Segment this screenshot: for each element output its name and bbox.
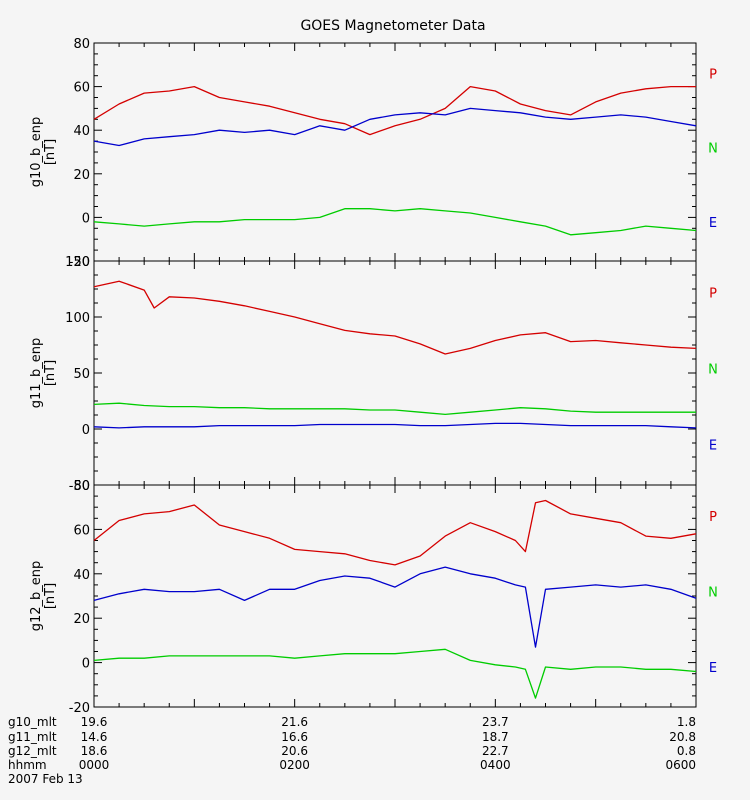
- series-line-n: [93, 648, 697, 699]
- y-tick-label: 0: [82, 423, 90, 438]
- panel-2: -50 0 50 100 150 g11_b_enp [nT] P N E: [29, 255, 718, 494]
- legend-entry-e: E: [709, 439, 717, 454]
- time-row-value: 0200: [279, 758, 310, 772]
- panel-3: -20 0 20 40 60 80 g12_b_enp [nT] P N E: [29, 479, 718, 716]
- series-line-e: [93, 422, 697, 429]
- legend-entry-n: N: [708, 363, 718, 378]
- legend-entry-p: P: [709, 510, 717, 525]
- y-tick-label: -20: [69, 255, 90, 270]
- y-tick-label: 150: [65, 255, 90, 270]
- time-row-value: 21.6: [281, 715, 308, 729]
- legend-entry-n: N: [708, 142, 718, 157]
- time-row-value: 0.8: [677, 744, 696, 758]
- legend-entry-e: E: [709, 216, 717, 231]
- panel-frame: [93, 42, 697, 262]
- time-row-value: 19.6: [81, 715, 108, 729]
- series-line-n: [93, 208, 697, 236]
- y-tick-label: 0: [82, 211, 90, 226]
- time-row-label: g12_mlt: [8, 744, 57, 758]
- y-tick-label: -50: [69, 479, 90, 494]
- y-tick-label: 80: [73, 37, 90, 52]
- y-tick-label: 40: [73, 568, 90, 583]
- time-row-value: 23.7: [482, 715, 509, 729]
- time-row-label: g10_mlt: [8, 715, 57, 729]
- y-tick-label: -20: [69, 701, 90, 716]
- y-axis-label: g11_b_enp: [29, 338, 44, 409]
- time-row-value: 18.6: [81, 744, 108, 758]
- panel-frame: [93, 260, 697, 486]
- y-tick-label: 50: [73, 367, 90, 382]
- y-tick-label: 0: [82, 657, 90, 672]
- y-tick-label: 40: [73, 124, 90, 139]
- time-row-value: 1.8: [677, 715, 696, 729]
- time-row-value: 0600: [665, 758, 696, 772]
- y-tick-label: 20: [73, 168, 90, 183]
- series-line-e: [93, 107, 697, 147]
- y-tick-label: 60: [73, 523, 90, 538]
- series-line-p: [93, 499, 697, 566]
- y-axis-unit: [nT]: [43, 139, 58, 165]
- y-tick-label: 100: [65, 311, 90, 326]
- legend-entry-n: N: [708, 586, 718, 601]
- time-row-value: 0400: [480, 758, 511, 772]
- panel-frame: [93, 484, 697, 708]
- y-tick-label: 60: [73, 81, 90, 96]
- y-axis-unit: [nT]: [43, 583, 58, 609]
- legend-entry-p: P: [709, 68, 717, 83]
- y-tick-label: 80: [73, 479, 90, 494]
- series-line-p: [93, 85, 696, 136]
- y-tick-label: 20: [73, 612, 90, 627]
- time-row-value: 18.7: [482, 730, 509, 744]
- time-row-label: hhmm: [8, 758, 47, 772]
- time-row-value: 0000: [79, 758, 110, 772]
- series-line-p: [93, 280, 697, 355]
- time-row-value: 14.6: [81, 730, 108, 744]
- y-axis-label: g10_b_enp: [29, 117, 44, 188]
- time-row-label: g11_mlt: [8, 730, 57, 744]
- panel-1: -20 0 20 40 60 80 g10_b_enp [nT] P N E: [29, 37, 718, 270]
- time-axis-labels: g10_mlt 19.6 21.6 23.7 1.8 g11_mlt 14.6 16.6 18.…: [8, 715, 696, 786]
- y-axis-label: g12_b_enp: [29, 561, 44, 632]
- time-row-value: 20.6: [281, 744, 308, 758]
- series-line-n: [93, 402, 696, 416]
- time-row-value: 22.7: [482, 744, 509, 758]
- y-axis-unit: [nT]: [43, 360, 58, 386]
- series-line-e: [93, 566, 697, 648]
- time-row-value: 16.6: [281, 730, 308, 744]
- time-row-value: 20.8: [669, 730, 696, 744]
- legend-entry-p: P: [709, 286, 717, 301]
- legend-entry-e: E: [709, 661, 717, 676]
- date-label: 2007 Feb 13: [8, 772, 83, 786]
- chart-title: GOES Magnetometer Data: [300, 18, 485, 34]
